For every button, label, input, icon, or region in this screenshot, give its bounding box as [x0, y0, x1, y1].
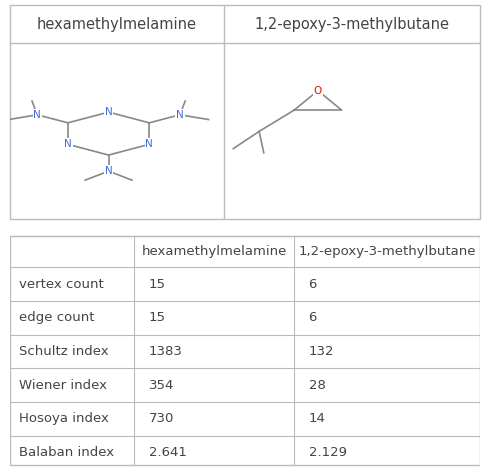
Text: N: N	[176, 110, 184, 120]
Text: 2.641: 2.641	[148, 446, 186, 459]
Text: 15: 15	[148, 278, 166, 290]
Text: vertex count: vertex count	[19, 278, 104, 290]
Text: N: N	[105, 166, 113, 176]
Text: 354: 354	[148, 379, 174, 392]
Text: 15: 15	[148, 311, 166, 324]
Text: Wiener index: Wiener index	[19, 379, 107, 392]
Text: Hosoya index: Hosoya index	[19, 413, 109, 425]
Text: 6: 6	[309, 278, 317, 290]
Text: 132: 132	[309, 345, 334, 358]
Text: 1,2-epoxy-3-methylbutane: 1,2-epoxy-3-methylbutane	[298, 245, 476, 258]
Text: 1383: 1383	[148, 345, 182, 358]
Text: N: N	[146, 139, 153, 149]
Text: N: N	[105, 107, 113, 117]
Text: 1,2-epoxy-3-methylbutane: 1,2-epoxy-3-methylbutane	[254, 17, 449, 32]
Text: hexamethylmelamine: hexamethylmelamine	[142, 245, 287, 258]
FancyBboxPatch shape	[10, 5, 480, 219]
Text: N: N	[64, 139, 72, 149]
Text: Balaban index: Balaban index	[19, 446, 114, 459]
Text: edge count: edge count	[19, 311, 95, 324]
Text: N: N	[33, 110, 41, 120]
Text: 2.129: 2.129	[309, 446, 346, 459]
Text: 6: 6	[309, 311, 317, 324]
Text: O: O	[314, 85, 322, 96]
Text: 730: 730	[148, 413, 174, 425]
Text: hexamethylmelamine: hexamethylmelamine	[37, 17, 197, 32]
Text: Schultz index: Schultz index	[19, 345, 109, 358]
FancyBboxPatch shape	[10, 236, 480, 465]
Text: 28: 28	[309, 379, 325, 392]
Text: 14: 14	[309, 413, 325, 425]
